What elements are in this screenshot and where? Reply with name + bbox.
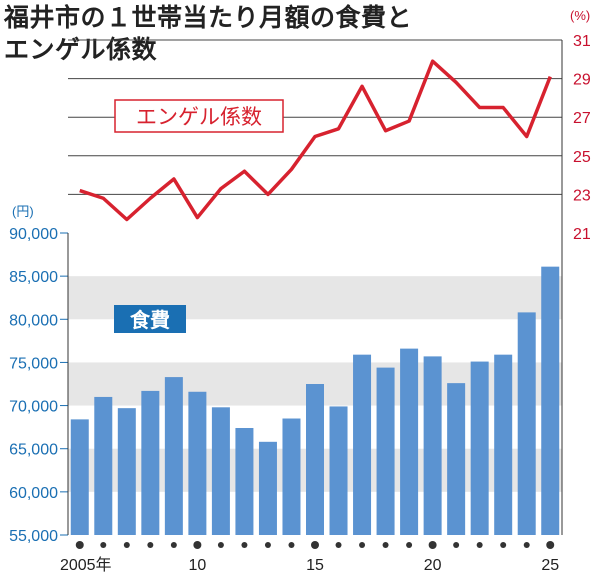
- x-tick-label: 15: [306, 557, 324, 574]
- x-tick-dot: [428, 541, 437, 549]
- x-tick-dot: [500, 542, 507, 548]
- y-tick-label-left: 55,000: [9, 528, 58, 545]
- bar: [423, 356, 442, 535]
- bar: [494, 354, 513, 535]
- series-label-engel: エンゲル係数: [136, 105, 262, 129]
- x-tick-dot: [264, 542, 271, 548]
- x-tick-dot: [193, 541, 202, 549]
- x-tick-label: 20: [424, 557, 442, 574]
- x-tick-dot: [75, 541, 84, 549]
- bar: [306, 384, 324, 535]
- series-label-box-food: [114, 305, 186, 333]
- y-tick-label-left: 90,000: [9, 226, 58, 243]
- title-line-1: 福井市の１世帯当たり月額の食費と: [4, 3, 413, 32]
- bar: [447, 383, 466, 535]
- x-tick-label: 25: [541, 557, 559, 574]
- x-tick-label: 2005年: [60, 556, 112, 574]
- bar: [164, 377, 183, 535]
- bar: [353, 354, 372, 535]
- bar: [94, 396, 113, 535]
- x-tick-dot: [170, 542, 177, 548]
- y-tick-label-right: 29: [573, 72, 591, 89]
- series-label-box-engel: [114, 99, 284, 133]
- x-tick-label: 10: [188, 557, 206, 574]
- y-tick-label-left: 80,000: [9, 312, 58, 329]
- x-tick-dot: [453, 542, 460, 548]
- x-tick-dot: [311, 541, 319, 549]
- x-tick-dot: [123, 542, 130, 548]
- bar: [541, 266, 560, 535]
- bar: [258, 441, 277, 535]
- x-tick-dot: [288, 542, 295, 548]
- bar: [282, 418, 301, 535]
- x-tick-dot: [217, 542, 224, 548]
- bar: [400, 348, 419, 535]
- bar: [517, 312, 536, 535]
- x-tick-dot: [241, 542, 248, 548]
- x-tick-dot: [476, 542, 483, 548]
- bar: [376, 367, 395, 535]
- x-tick-dot: [546, 541, 555, 549]
- y-tick-label-right: 23: [573, 187, 591, 204]
- y-tick-label-left: 85,000: [9, 269, 58, 286]
- bar: [141, 390, 160, 535]
- y-tick-label-left: 65,000: [9, 442, 58, 459]
- y-axis-unit-right: (%): [570, 8, 590, 23]
- x-tick-dot: [335, 542, 342, 548]
- y-tick-label-right: 21: [573, 226, 591, 243]
- x-tick-dot: [523, 542, 530, 548]
- x-tick-dot: [359, 542, 366, 548]
- y-tick-label-left: 60,000: [9, 485, 58, 502]
- bar: [70, 419, 89, 535]
- engel-line: [79, 59, 552, 222]
- x-tick-dot: [147, 542, 154, 548]
- bar: [470, 361, 489, 535]
- bar: [211, 407, 230, 535]
- x-tick-dot: [406, 542, 413, 548]
- bar: [188, 391, 207, 535]
- y-tick-label-right: 27: [573, 110, 591, 127]
- y-tick-label-right: 25: [573, 149, 591, 166]
- bar: [235, 428, 254, 535]
- x-tick-dot: [100, 542, 107, 548]
- bar: [117, 408, 136, 535]
- y-tick-label-left: 75,000: [9, 355, 58, 372]
- x-tick-dot: [382, 542, 389, 548]
- y-tick-label-right: 31: [573, 33, 591, 50]
- y-tick-label-left: 70,000: [9, 399, 58, 416]
- series-label-food: 食費: [130, 308, 170, 332]
- y-axis-unit-left: (円): [12, 204, 34, 219]
- bar: [329, 406, 348, 535]
